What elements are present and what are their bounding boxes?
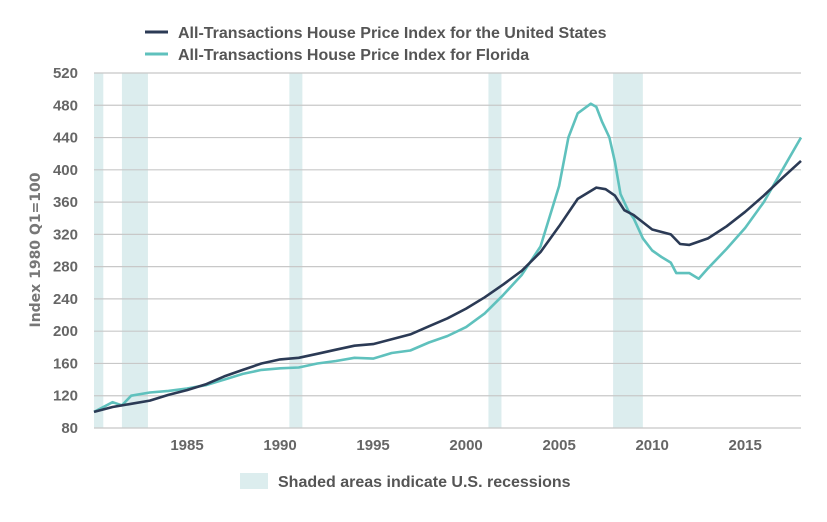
y-tick-label: 200 (53, 323, 78, 340)
series-line-florida (93, 102, 803, 414)
legend-label-florida: All-Transactions House Price Index for F… (178, 47, 529, 64)
y-tick-label: 280 (53, 259, 78, 276)
recession-band (94, 73, 104, 428)
x-tick-label: 1990 (263, 437, 296, 454)
x-tick-label: 1985 (170, 437, 203, 454)
legend: All-Transactions House Price Index for t… (145, 25, 607, 64)
y-axis-label: Index 1980 Q1=100 (28, 172, 44, 327)
y-tick-label: 520 (53, 65, 78, 82)
y-tick-label: 320 (53, 226, 78, 243)
y-tick-label: 80 (61, 420, 78, 437)
x-tick-label: 2005 (542, 437, 575, 454)
x-tick-label: 2000 (449, 437, 482, 454)
x-tick-label: 2015 (728, 437, 761, 454)
recession-band (488, 73, 502, 428)
recession-note: Shaded areas indicate U.S. recessions (278, 474, 571, 491)
recession-band (289, 73, 303, 428)
x-tick-label: 1995 (356, 437, 389, 454)
y-tick-label: 480 (53, 97, 78, 114)
y-tick-label: 240 (53, 291, 78, 308)
y-tick-label: 120 (53, 388, 78, 405)
x-tick-label: 2010 (635, 437, 668, 454)
legend-label-us: All-Transactions House Price Index for t… (178, 25, 607, 42)
y-tick-label: 400 (53, 162, 78, 179)
y-tick-label: 360 (53, 194, 78, 211)
y-tick-label: 440 (53, 130, 78, 147)
recession-band (121, 73, 148, 428)
recession-band (613, 73, 643, 428)
series-line-us (93, 159, 802, 414)
y-tick-label: 160 (53, 355, 78, 372)
recession-legend-swatch (240, 473, 268, 489)
